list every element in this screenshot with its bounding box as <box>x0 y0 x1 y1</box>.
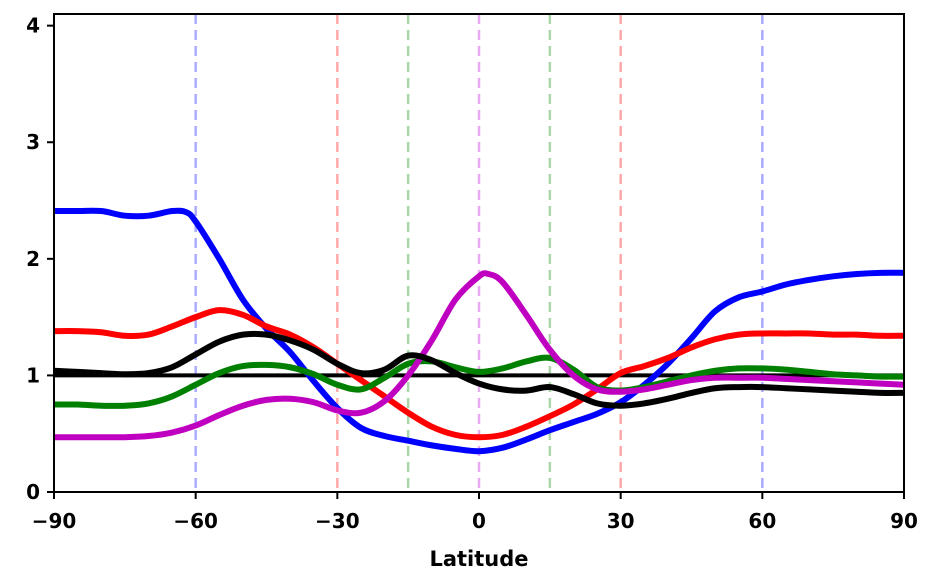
x-tick-label: 90 <box>890 509 918 533</box>
series-line-4 <box>53 270 905 441</box>
x-tick-label: −30 <box>315 509 360 533</box>
x-tick-label: −90 <box>32 509 77 533</box>
y-tick-label: 0 <box>26 480 40 504</box>
x-tick-label: 60 <box>748 509 776 533</box>
x-tick-label: 30 <box>607 509 635 533</box>
y-tick-label: 1 <box>26 363 40 387</box>
y-tick-label: 4 <box>26 14 40 38</box>
series-lines <box>53 207 905 455</box>
series-line-1 <box>54 207 905 455</box>
x-axis-ticks: −90 −60 −30 0 30 60 90 <box>32 492 918 533</box>
series-line-3 <box>53 354 905 409</box>
y-tick-label: 3 <box>26 130 40 154</box>
series-line-2 <box>53 307 905 441</box>
y-axis-ticks: 0 1 2 3 4 <box>26 14 54 504</box>
series-line-5 <box>53 330 905 409</box>
x-tick-label: −60 <box>173 509 218 533</box>
x-axis-title: Latitude <box>429 547 528 571</box>
x-tick-label: 0 <box>472 509 486 533</box>
y-tick-label: 2 <box>26 247 40 271</box>
